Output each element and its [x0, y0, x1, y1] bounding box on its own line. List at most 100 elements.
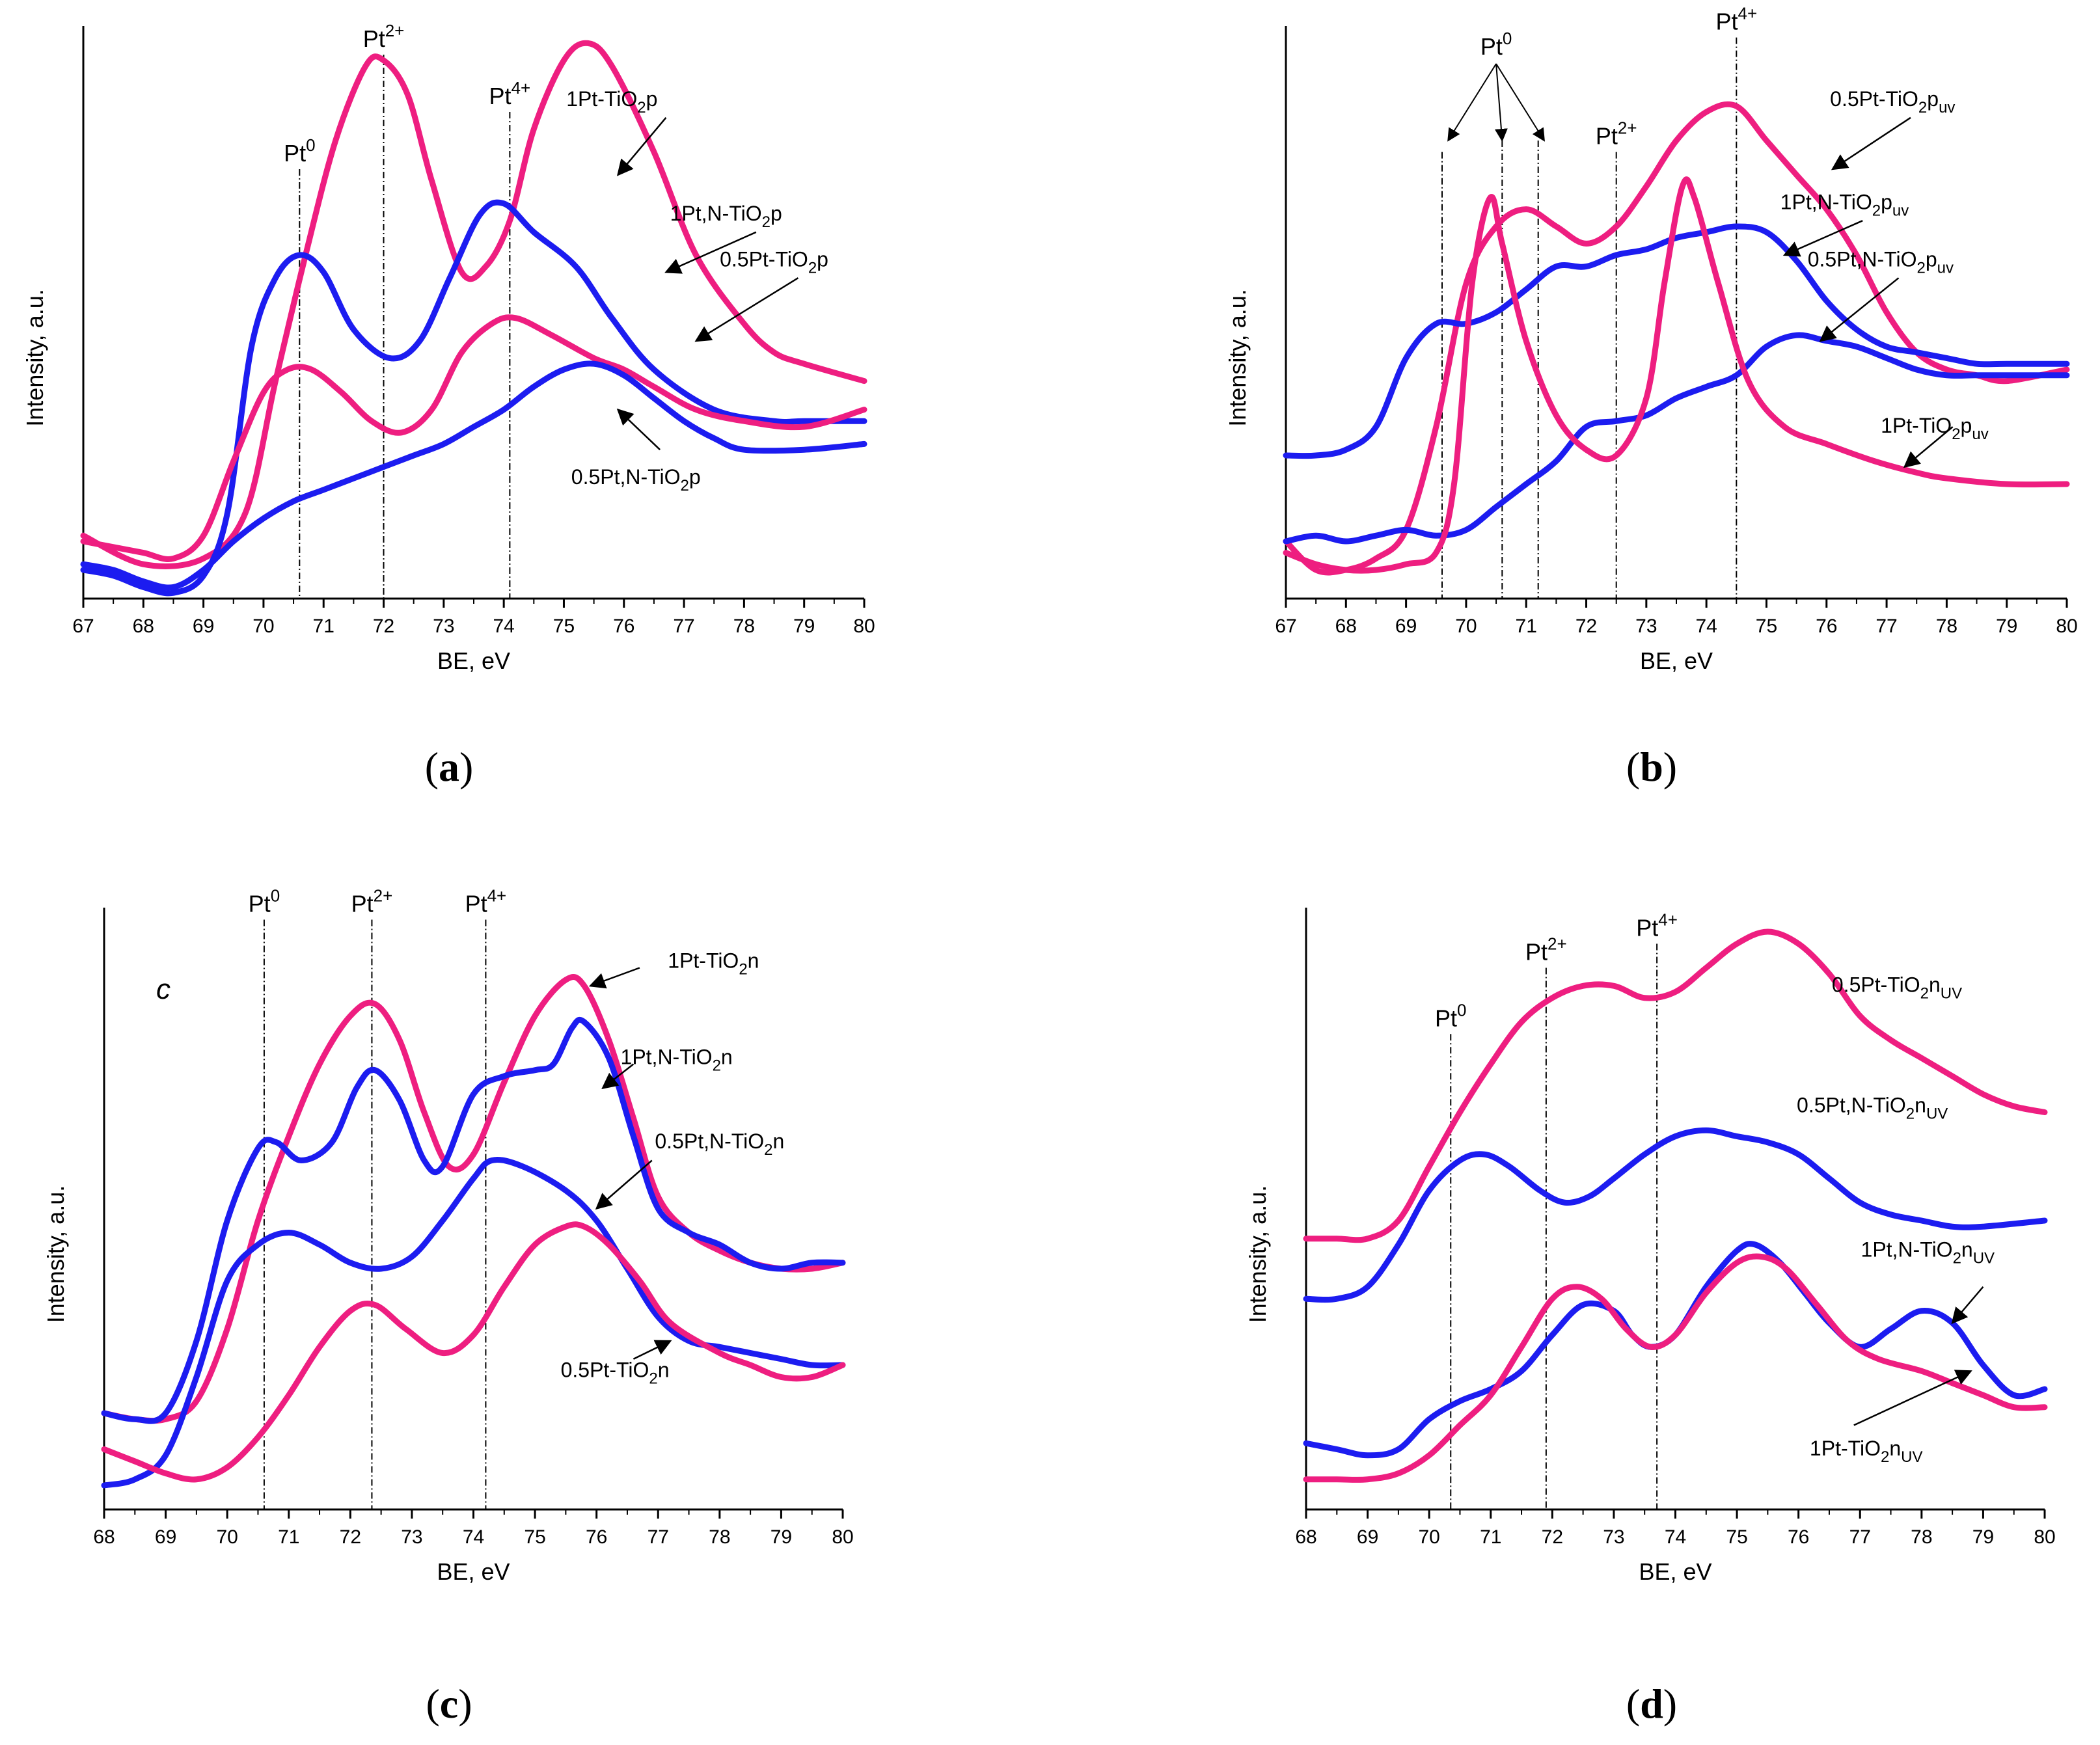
x-tick-label: 77: [1875, 615, 1897, 637]
series-line-0: [1303, 928, 2048, 1243]
series-label: 1Pt,N-TiO2p: [670, 202, 782, 231]
corner-label: c: [156, 973, 170, 1005]
x-tick-label: 70: [216, 1526, 238, 1548]
series-arrow: [694, 277, 799, 342]
x-tick-label: 69: [155, 1526, 176, 1548]
x-tick-label: 70: [1418, 1526, 1439, 1548]
x-tick-label: 75: [1726, 1526, 1747, 1548]
series-line-2: [80, 314, 867, 562]
panel-caption: (b): [1626, 744, 1677, 790]
x-tick-label: 69: [193, 615, 214, 637]
series-line-2: [101, 1157, 846, 1489]
series-line-0: [101, 974, 846, 1424]
series-label: 1Pt-TiO2p: [566, 87, 657, 116]
series-line-1: [1303, 1127, 2048, 1303]
series-arrow: [1903, 426, 1954, 468]
series-line-1: [1283, 223, 2070, 459]
x-tick-label: 79: [793, 615, 815, 637]
panel-caption: (c): [426, 1681, 472, 1727]
reference-label: Pt0: [1480, 29, 1512, 60]
series-line-3: [1283, 176, 2070, 574]
reference-label: Pt4+: [489, 78, 531, 109]
panel-d: 68 69 70 71 72 73 74 75 76 77 78 79 80 BE, eV Intensit…: [1244, 908, 2056, 1727]
series-label: 1Pt,N-TiO2n: [621, 1046, 733, 1075]
x-tick-label: 79: [1996, 615, 2017, 637]
x-tick-label: 74: [1695, 615, 1717, 637]
series-label: 1Pt-TiO2n: [668, 949, 759, 979]
series-arrow: [588, 967, 640, 989]
x-tick-label: 80: [2056, 615, 2077, 637]
x-tick-label: 71: [1516, 615, 1537, 637]
series-line-2: [1303, 1241, 2048, 1459]
reference-label: Pt2+: [1596, 118, 1637, 150]
panel-b: 67 68 69 70 71 72 73 74 75 76 77 78 79 80 BE, eV Intens…: [1224, 4, 2078, 790]
series-arrow: [1819, 277, 1900, 342]
x-tick-label: 69: [1357, 1526, 1378, 1548]
x-tick-label: 77: [1849, 1526, 1871, 1548]
series-label: 1Pt,N-TiO2puv: [1780, 191, 1909, 220]
series-label: 0.5Pt-TiO2n: [561, 1359, 670, 1388]
panel-c: 68 69 70 71 72 73 74 75 76 77 78 79 80 BE, eV Intensit…: [42, 886, 854, 1727]
series-arrow: [595, 1159, 653, 1210]
series-label: 0.5Pt,N-TiO2puv: [1808, 248, 1954, 277]
series-line-3: [1303, 1253, 2048, 1483]
y-axis-label: Intensity, a.u.: [42, 1185, 69, 1323]
reference-label: Pt2+: [1525, 934, 1567, 966]
reference-arrow: [1495, 63, 1545, 142]
y-axis-label: Intensity, a.u.: [1244, 1185, 1271, 1323]
series-arrow: [1853, 1370, 1972, 1426]
series-arrow: [633, 1340, 672, 1360]
reference-label: Pt4+: [1636, 910, 1678, 941]
x-tick-label: 75: [524, 1526, 545, 1548]
x-tick-label: 71: [278, 1526, 299, 1548]
x-tick-label: 68: [1295, 1526, 1316, 1548]
x-tick-label: 72: [373, 615, 394, 637]
series-arrow: [1782, 220, 1863, 257]
x-axis-label: BE, eV: [1639, 1558, 1711, 1585]
series-line-0: [80, 40, 867, 569]
x-tick-label: 76: [1816, 615, 1837, 637]
x-tick-label: 67: [1275, 615, 1296, 637]
series-label: 1Pt,N-TiO2nUV: [1861, 1238, 1995, 1267]
x-tick-label: 78: [709, 1526, 730, 1548]
x-tick-label: 77: [648, 1526, 669, 1548]
x-tick-label: 76: [586, 1526, 607, 1548]
series-arrow: [616, 408, 661, 451]
x-tick-label: 74: [493, 615, 514, 637]
x-tick-label: 70: [1455, 615, 1477, 637]
x-axis-label: BE, eV: [437, 1558, 510, 1585]
x-tick-label: 68: [1335, 615, 1357, 637]
x-tick-label: 79: [770, 1526, 792, 1548]
panel-caption: (d): [1626, 1681, 1677, 1727]
series-line-0: [1283, 101, 2070, 576]
x-tick-label: 74: [463, 1526, 484, 1548]
x-tick-label: 80: [853, 615, 875, 637]
series-line-1: [101, 1016, 846, 1424]
y-axis-label: Intensity, a.u.: [21, 289, 48, 426]
x-tick-label: 72: [340, 1526, 361, 1548]
x-tick-label: 69: [1395, 615, 1417, 637]
x-tick-label: 75: [553, 615, 575, 637]
x-tick-label: 68: [93, 1526, 115, 1548]
x-tick-label: 75: [1756, 615, 1777, 637]
x-tick-label: 78: [733, 615, 755, 637]
x-tick-label: 73: [433, 615, 454, 637]
series-label: 0.5Pt-TiO2puv: [1830, 87, 1955, 116]
x-tick-label: 73: [1635, 615, 1657, 637]
x-tick-label: 71: [313, 615, 334, 637]
series-arrow: [616, 116, 667, 176]
x-tick-label: 71: [1480, 1526, 1501, 1548]
series-label: 0.5Pt-TiO2p: [720, 248, 828, 277]
x-tick-label: 67: [72, 615, 94, 637]
series-label: 0.5Pt-TiO2nUV: [1832, 973, 1962, 1003]
x-tick-label: 76: [613, 615, 634, 637]
x-tick-label: 68: [133, 615, 154, 637]
reference-label: Pt0: [249, 886, 280, 917]
series-arrow: [664, 231, 757, 274]
reference-arrow: [1447, 63, 1497, 142]
series-label: 0.5Pt,N-TiO2nUV: [1797, 1094, 1948, 1123]
x-tick-label: 80: [832, 1526, 853, 1548]
panel-caption: (a): [425, 744, 474, 790]
reference-arrow: [1494, 63, 1508, 142]
series-label: 1Pt-TiO2puv: [1881, 414, 1989, 443]
